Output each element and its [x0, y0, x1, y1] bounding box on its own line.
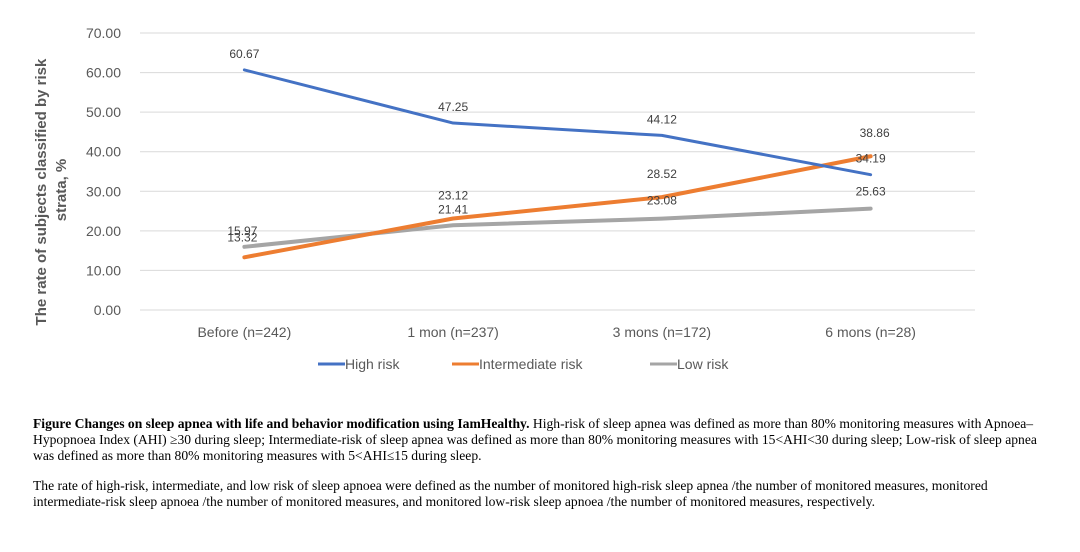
x-tick-label: Before (n=242) [197, 324, 291, 340]
y-axis-title-line-2: strata, % [53, 159, 70, 222]
y-axis-title: The rate of subjects classified by risk … [33, 55, 70, 326]
legend: High risk Intermediate risk Low risk [318, 356, 729, 372]
data-label: 60.67 [229, 47, 259, 61]
line-chart: 0.0010.0020.0030.0040.0050.0060.0070.00 … [33, 25, 975, 372]
data-label: 28.52 [647, 167, 677, 181]
y-tick-label: 40.00 [86, 144, 121, 160]
caption-paragraph-1: Figure Changes on sleep apnea with life … [33, 416, 1043, 464]
x-tick-label: 6 mons (n=28) [825, 324, 916, 340]
legend-label: Intermediate risk [479, 356, 583, 372]
y-axis-title-line-1: The rate of subjects classified by risk [33, 58, 50, 325]
data-label: 13.32 [227, 230, 257, 244]
y-axis-ticks: 0.00 10.00 20.00 30.00 40.00 50.00 60.00 70.00 [86, 25, 121, 318]
y-tick-label: 20.00 [86, 223, 121, 239]
data-label: 21.41 [438, 202, 468, 216]
y-tick-label: 50.00 [86, 104, 121, 120]
y-tick-label: 30.00 [86, 183, 121, 199]
data-label: 38.86 [860, 126, 890, 140]
series-line-high-risk [242, 68, 873, 177]
data-labels: 60.67 47.25 44.12 34.19 13.32 23.12 28.52 38.86… [227, 47, 890, 244]
data-label: 44.12 [647, 112, 677, 126]
legend-label: Low risk [677, 356, 729, 372]
data-label: 47.25 [438, 100, 468, 114]
caption-definitions: High-risk of sleep apnea was defined as … [33, 416, 1037, 463]
series-line-intermediate-risk [242, 154, 873, 260]
data-label: 25.63 [856, 185, 886, 199]
y-tick-label: 0.00 [94, 302, 121, 318]
caption-paragraph-2: The rate of high-risk, intermediate, and… [33, 478, 988, 509]
x-axis-ticks: Before (n=242) 1 mon (n=237) 3 mons (n=172… [197, 324, 915, 340]
y-tick-label: 60.00 [86, 65, 121, 81]
data-label: 15.97 [227, 224, 257, 238]
y-tick-label: 70.00 [86, 25, 121, 41]
y-tick-label: 10.00 [86, 262, 121, 278]
data-label: 34.19 [856, 152, 886, 166]
x-tick-label: 3 mons (n=172) [613, 324, 711, 340]
figure-caption: Figure Changes on sleep apnea with life … [33, 416, 1043, 524]
gridlines [140, 32, 975, 311]
data-label: 23.12 [438, 189, 468, 203]
legend-label: High risk [345, 356, 400, 372]
figure-title: Figure Changes on sleep apnea with life … [33, 416, 530, 431]
x-tick-label: 1 mon (n=237) [407, 324, 498, 340]
data-label: 23.08 [647, 194, 677, 208]
series-lines [242, 68, 873, 260]
